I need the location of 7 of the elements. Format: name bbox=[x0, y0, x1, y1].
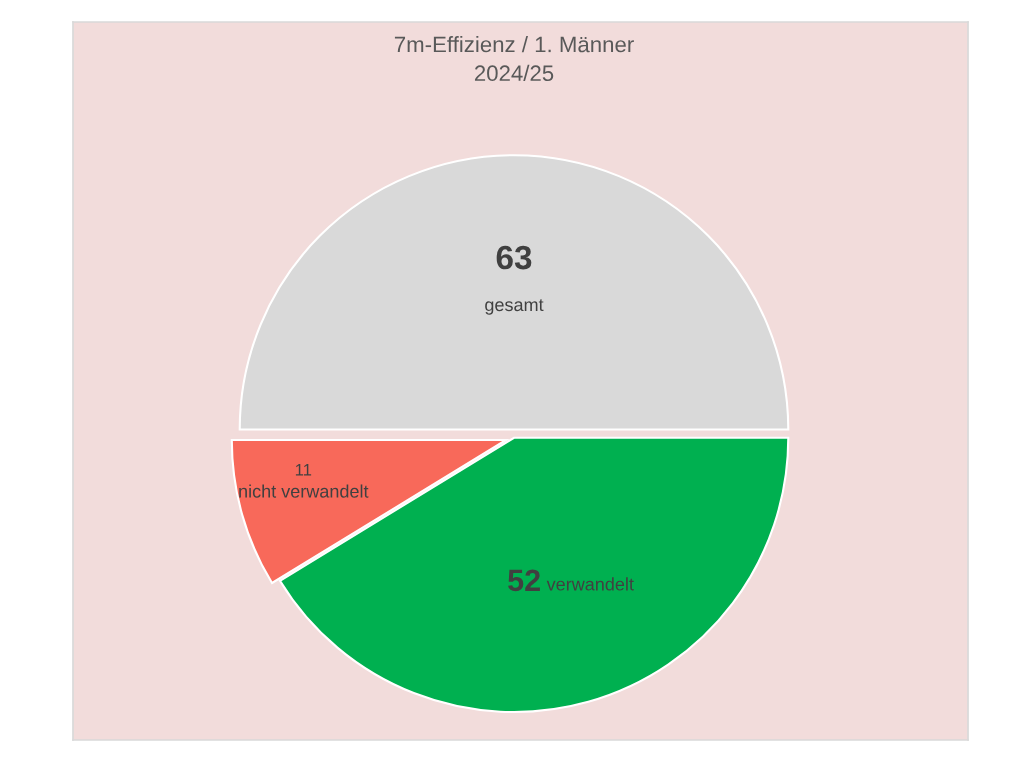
data-label: 63 bbox=[496, 245, 532, 270]
slice-label: verwandelt bbox=[546, 577, 634, 591]
data-label: 52 bbox=[508, 569, 540, 592]
slice-label: nicht verwandelt bbox=[239, 484, 369, 498]
slice-label: gesamt bbox=[485, 299, 544, 315]
data-label: 11 bbox=[295, 464, 312, 476]
chart-title: 7m-Effizienz / 1. Männer 2024/25 bbox=[394, 36, 634, 82]
